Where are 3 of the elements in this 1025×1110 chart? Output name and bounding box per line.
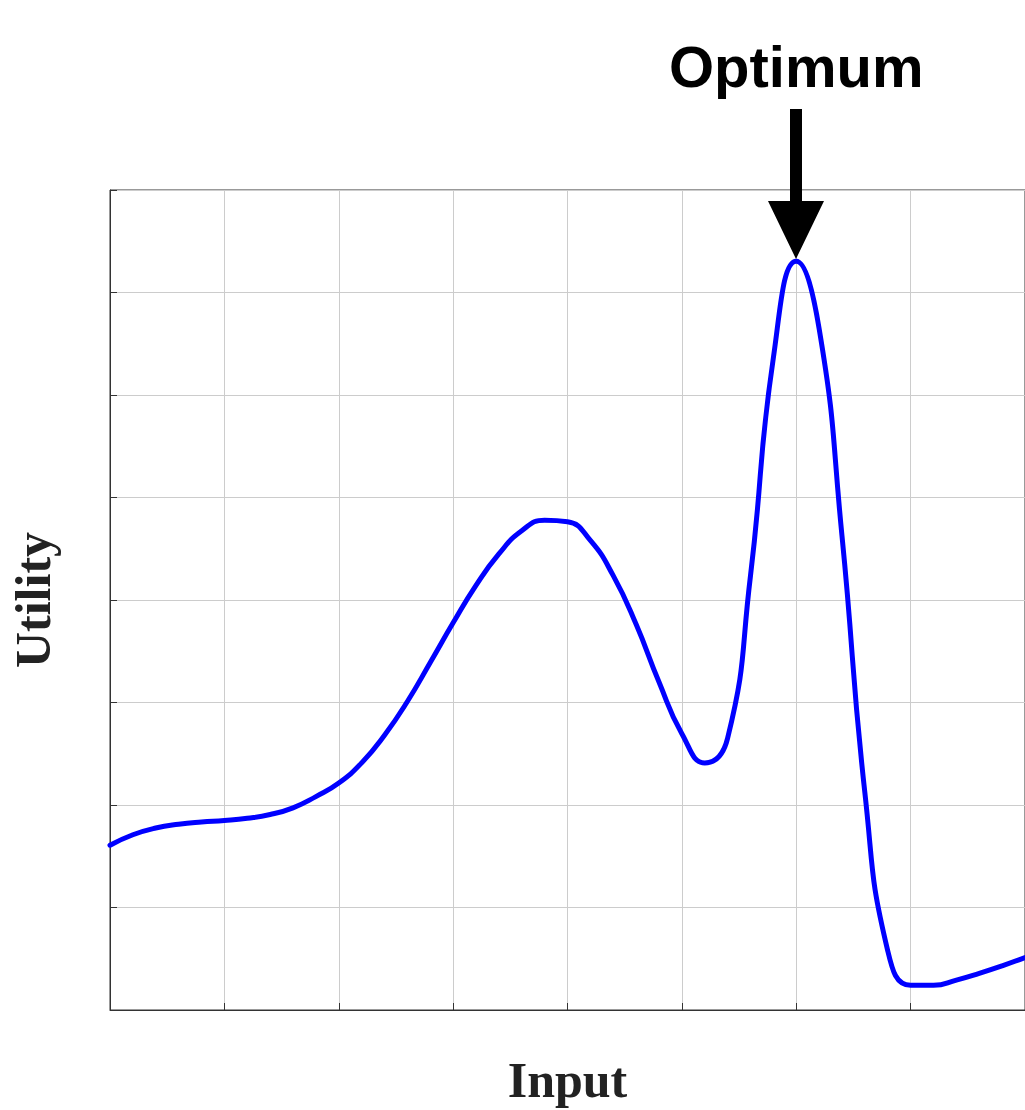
y-axis-title: Utility (5, 531, 61, 669)
x-axis-title: Input (507, 1052, 628, 1108)
annotation: Optimum (668, 34, 924, 100)
